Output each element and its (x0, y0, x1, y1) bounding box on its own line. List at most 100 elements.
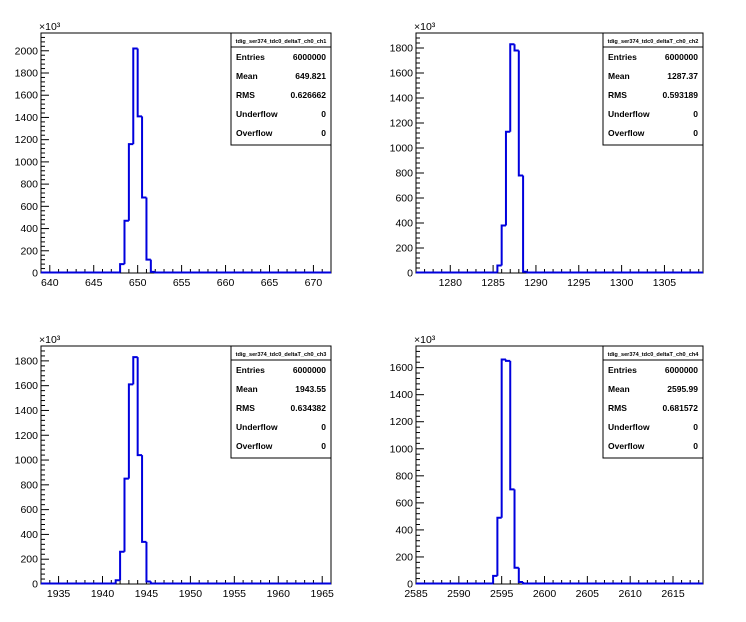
histogram-bin (127, 143, 134, 221)
y-tick-label: 600 (395, 497, 413, 509)
x-tick-label: 1935 (47, 588, 71, 600)
stats-label: RMS (608, 403, 627, 413)
stats-label: Entries (608, 52, 637, 62)
histogram-bin (492, 574, 498, 584)
histogram-series (41, 356, 331, 585)
y-axis: 0 200 400 600 800 1000 1200 1400 1600 ×10³ (390, 334, 436, 591)
stats-label: RMS (236, 403, 255, 413)
y-tick-label: 1000 (15, 455, 39, 467)
stats-label: Entries (236, 365, 265, 375)
stats-box-frame (230, 32, 332, 146)
y-tick-label: 1200 (390, 416, 414, 428)
x-tick-label: 2590 (447, 588, 471, 600)
stats-title: tdig_ser374_tdc0_deltaT_ch0_ch4 (608, 352, 700, 358)
stats-value: 0.593189 (663, 90, 699, 100)
stats-label: Underflow (236, 109, 278, 119)
histogram-series (416, 43, 703, 274)
x-axis: 640 645 650 655 660 665 670 (40, 265, 332, 289)
stats-value: 6000000 (665, 365, 698, 375)
stats-label: Entries (608, 365, 637, 375)
histogram-bin (500, 358, 506, 518)
stats-label: RMS (608, 90, 627, 100)
stats-value: 0 (321, 441, 326, 451)
stats-box-frame (230, 345, 332, 459)
y-axis: 0 200 400 600 800 1000 1200 1400 1600 1800 2000×10… (15, 21, 61, 280)
x-tick-label: 1290 (524, 277, 548, 289)
y-multiplier-label: ×10³ (414, 334, 436, 346)
x-axis: 1935 1940 1945 1950 1955 1960 1965 (40, 576, 335, 600)
stats-label: Underflow (236, 422, 278, 432)
stats-label: Overflow (236, 128, 273, 138)
stats-value: 0 (693, 441, 698, 451)
histogram-bin (504, 359, 511, 362)
stats-box: tdig_ser374_tdc0_deltaT_ch0_ch4 Entries 60… (602, 345, 704, 459)
y-tick-label: 0 (407, 579, 413, 591)
y-multiplier-label: ×10³ (39, 334, 61, 346)
histogram-bin (119, 263, 125, 273)
x-tick-label: 1960 (267, 588, 291, 600)
y-tick-label: 1600 (390, 68, 414, 80)
y-tick-label: 200 (395, 551, 413, 563)
y-tick-label: 1000 (15, 156, 39, 168)
stats-box-frame (602, 345, 704, 459)
histogram-bin (127, 383, 134, 479)
stats-box: tdig_ser374_tdc0_deltaT_ch0_ch3 Entries 60… (230, 345, 332, 459)
histogram-baseline-right (154, 271, 331, 274)
x-tick-label: 640 (41, 277, 59, 289)
stats-value: 0.681572 (663, 403, 699, 413)
stats-value: 0 (321, 109, 326, 119)
x-tick-label: 1955 (223, 588, 247, 600)
histogram-bin (145, 197, 151, 261)
stats-label: Overflow (236, 441, 273, 451)
stats-value: 1943.55 (295, 384, 326, 394)
x-tick-label: 1285 (481, 277, 505, 289)
y-tick-label: 1600 (390, 362, 414, 374)
stats-value: 6000000 (665, 52, 698, 62)
histogram-bin (517, 50, 524, 177)
stats-value: 1287.37 (667, 71, 698, 81)
y-tick-label: 1800 (390, 43, 414, 55)
stats-value: 0 (693, 128, 698, 138)
histogram-pad-4: 0 200 400 600 800 1000 1200 1400 1600 ×10³ 2585 259… (390, 334, 704, 600)
stats-value: 2595.99 (667, 384, 698, 394)
y-tick-label: 800 (20, 479, 38, 491)
stats-value: 0.634382 (291, 403, 327, 413)
y-tick-label: 400 (395, 218, 413, 230)
x-tick-label: 670 (305, 277, 323, 289)
x-tick-label: 665 (261, 277, 279, 289)
x-tick-label: 1965 (311, 588, 335, 600)
histogram-bin (509, 43, 515, 132)
stats-label: Mean (608, 384, 630, 394)
stats-value: 0 (693, 422, 698, 432)
y-tick-label: 1400 (390, 389, 414, 401)
x-tick-label: 2610 (618, 588, 642, 600)
y-tick-label: 1600 (15, 90, 39, 102)
y-tick-label: 1800 (15, 68, 39, 80)
stats-value: 0 (693, 109, 698, 119)
y-tick-label: 0 (407, 268, 413, 280)
stats-label: Entries (236, 52, 265, 62)
histogram-bin (141, 116, 147, 199)
histogram-bin (500, 224, 506, 266)
histogram-bin (513, 44, 519, 52)
stats-label: Overflow (608, 128, 645, 138)
histogram-bin (119, 550, 125, 581)
histogram-bin (522, 175, 528, 273)
y-tick-label: 600 (20, 201, 38, 213)
y-tick-label: 400 (20, 529, 38, 541)
histogram-baseline-right (149, 581, 331, 585)
y-tick-label: 0 (32, 268, 38, 280)
histogram-bin (114, 579, 121, 584)
stats-title: tdig_ser374_tdc0_deltaT_ch0_ch2 (608, 39, 699, 45)
y-tick-label: 1000 (390, 143, 414, 155)
histogram-bin (517, 567, 524, 583)
histogram-pad-2: 0 200 400 600 800 1000 1200 1400 1600 1800×10³ 128… (390, 21, 704, 289)
y-tick-label: 400 (20, 223, 38, 235)
x-tick-label: 1305 (653, 277, 677, 289)
x-axis: 2585 2590 2595 2600 2605 2610 2615 (404, 576, 700, 600)
y-tick-label: 200 (20, 245, 38, 257)
histogram-pad-3: 0 200 400 600 800 1000 1200 1400 1600 1800×10³ 193… (15, 334, 334, 600)
x-tick-label: 645 (85, 277, 103, 289)
y-tick-label: 0 (32, 579, 38, 591)
